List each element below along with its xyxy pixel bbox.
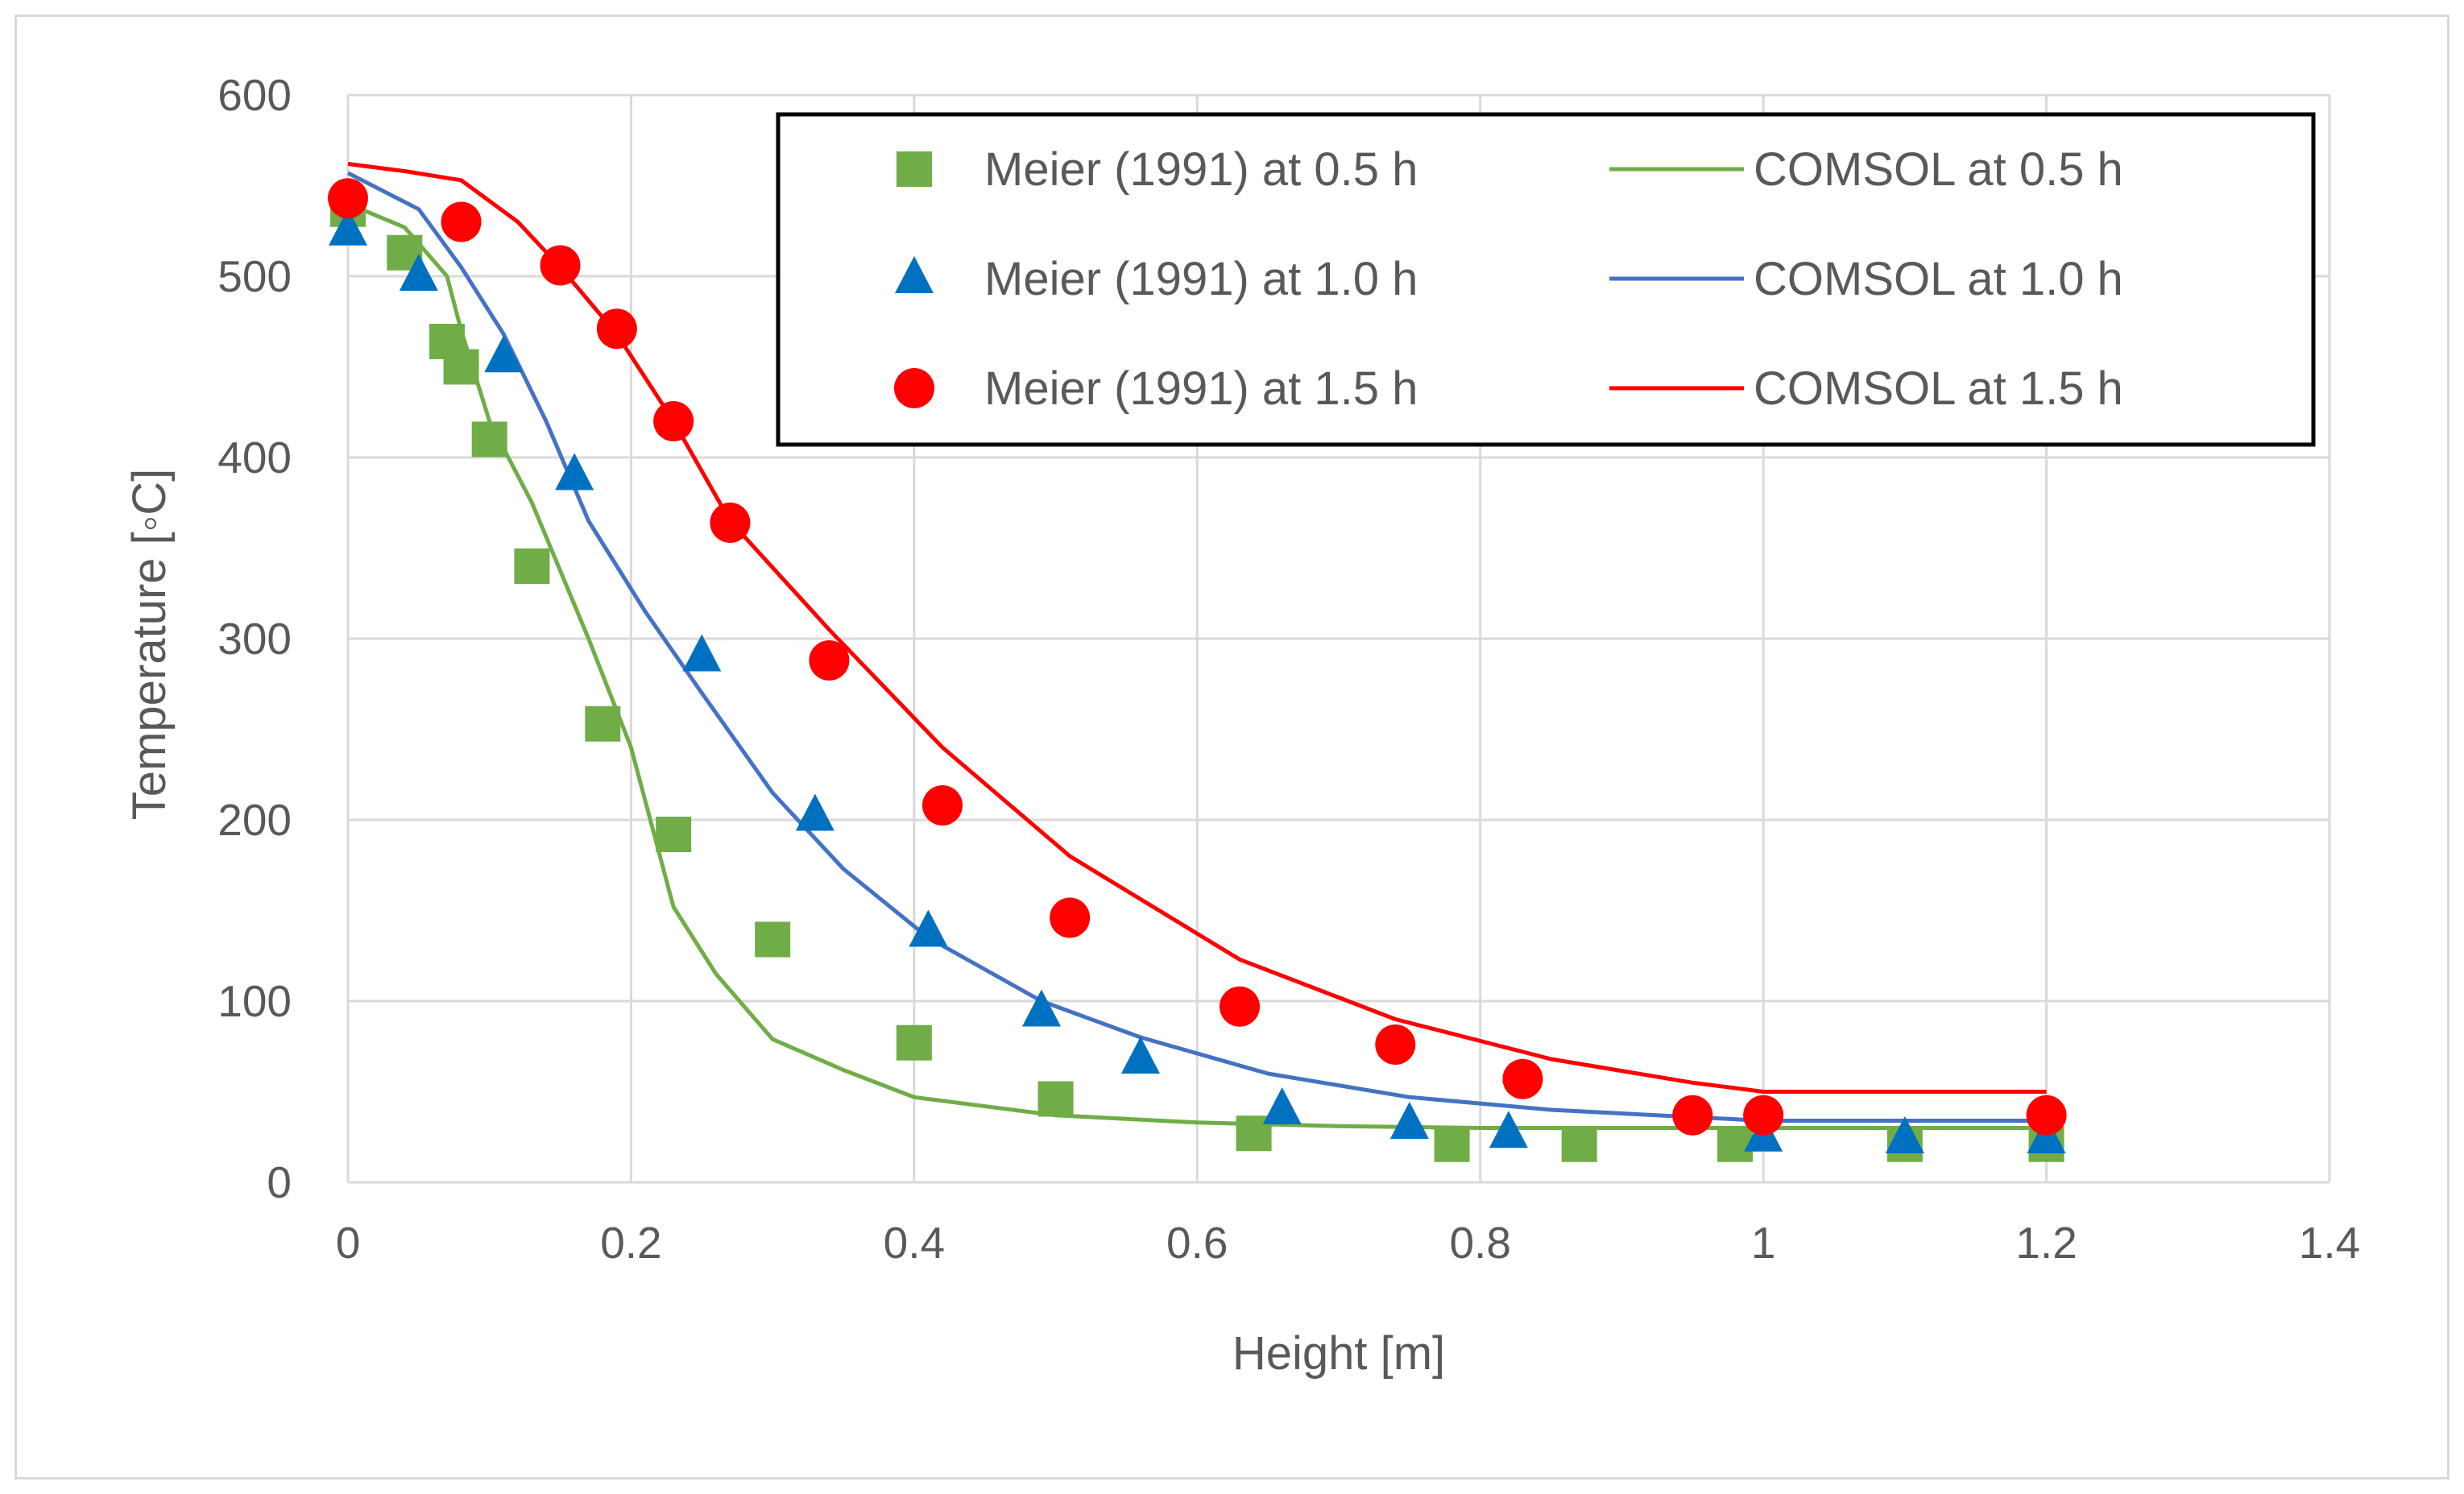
legend-label: COMSOL at 0.5 h xyxy=(1754,143,2123,196)
data-point-triangle xyxy=(682,634,722,672)
legend: Meier (1991) at 0.5 h Meier (1991) at 1.0… xyxy=(776,112,2316,447)
markers-circle xyxy=(328,178,2067,1136)
legend-marker-circle xyxy=(894,368,934,408)
data-point-triangle xyxy=(555,453,594,490)
y-tick-label: 200 xyxy=(217,795,292,845)
legend-items: Meier (1991) at 0.5 h Meier (1991) at 1.0… xyxy=(894,143,2123,415)
y-axis-title: Temperature [◦C] xyxy=(123,469,176,820)
x-tick-label: 1.4 xyxy=(2299,1218,2360,1268)
y-tick-label: 400 xyxy=(217,432,292,482)
data-point-circle xyxy=(809,640,850,681)
data-point-triangle xyxy=(329,208,367,246)
series-line-comsol-at-1-5-h xyxy=(347,162,2047,1094)
data-point-square xyxy=(896,1024,932,1061)
y-tick-label: 600 xyxy=(217,70,292,120)
data-point-circle xyxy=(328,178,368,219)
data-point-circle xyxy=(710,503,751,543)
x-tick-label: 0 xyxy=(336,1218,361,1268)
legend-marker-triangle xyxy=(895,256,934,293)
x-tick-label: 0.6 xyxy=(1166,1218,1228,1268)
legend-box xyxy=(776,112,2316,447)
x-tick-label: 1 xyxy=(1751,1218,1776,1268)
data-point-circle xyxy=(441,201,482,242)
data-point-triangle xyxy=(399,254,438,291)
y-tick-label: 100 xyxy=(217,976,292,1026)
y-tick-labels: 0 100 200 300 400 500 600 xyxy=(217,70,292,1207)
data-point-circle xyxy=(1375,1024,1416,1065)
data-point-square xyxy=(514,548,550,584)
data-point-circle xyxy=(1743,1095,1784,1136)
data-point-square xyxy=(1717,1126,1753,1162)
x-tick-label: 1.2 xyxy=(2015,1218,2077,1268)
data-point-circle xyxy=(2026,1095,2067,1136)
data-point-triangle xyxy=(795,793,834,831)
series-markers xyxy=(328,178,2067,1162)
data-point-circle xyxy=(653,401,694,441)
series-line-comsol-at-1-0-h xyxy=(346,171,2047,1123)
legend-marker-square xyxy=(897,151,932,187)
legend-label: COMSOL at 1.5 h xyxy=(1754,362,2123,415)
data-point-circle xyxy=(922,785,963,826)
x-tick-label: 0.4 xyxy=(884,1218,945,1268)
data-point-square xyxy=(1561,1126,1597,1162)
data-point-circle xyxy=(1050,897,1091,938)
data-point-circle xyxy=(1672,1095,1713,1136)
legend-label: Meier (1991) at 1.5 h xyxy=(984,362,1418,415)
data-point-triangle xyxy=(909,909,948,947)
data-point-triangle xyxy=(1389,1102,1429,1139)
legend-label: Meier (1991) at 1.0 h xyxy=(984,253,1418,305)
x-axis-title: Height [m] xyxy=(1232,1327,1445,1380)
data-point-triangle xyxy=(1121,1037,1160,1074)
data-point-circle xyxy=(1220,986,1260,1027)
data-point-square xyxy=(1434,1126,1470,1162)
data-point-square xyxy=(443,349,479,385)
y-tick-label: 500 xyxy=(217,251,292,301)
y-tick-label: 0 xyxy=(267,1157,292,1207)
x-tick-label: 0.2 xyxy=(600,1218,661,1268)
data-point-square xyxy=(585,706,621,742)
data-point-circle xyxy=(1502,1058,1543,1099)
y-tick-label: 300 xyxy=(217,614,292,664)
x-tick-labels: 0 0.2 0.4 0.6 0.8 1 1.2 1.4 xyxy=(336,1218,2361,1268)
data-point-triangle xyxy=(484,335,524,373)
legend-label: Meier (1991) at 0.5 h xyxy=(984,143,1418,196)
data-point-square xyxy=(1037,1081,1074,1117)
data-point-triangle xyxy=(1885,1116,1924,1153)
data-point-square xyxy=(656,817,692,852)
data-point-circle xyxy=(596,308,637,350)
data-point-triangle xyxy=(1022,989,1061,1027)
data-point-square xyxy=(755,921,791,958)
data-point-square xyxy=(471,421,507,457)
legend-label: COMSOL at 1.0 h xyxy=(1754,253,2123,305)
data-point-triangle xyxy=(1262,1087,1302,1124)
data-point-triangle xyxy=(1489,1111,1528,1148)
data-point-circle xyxy=(540,245,581,286)
x-tick-label: 0.8 xyxy=(1449,1218,1510,1268)
